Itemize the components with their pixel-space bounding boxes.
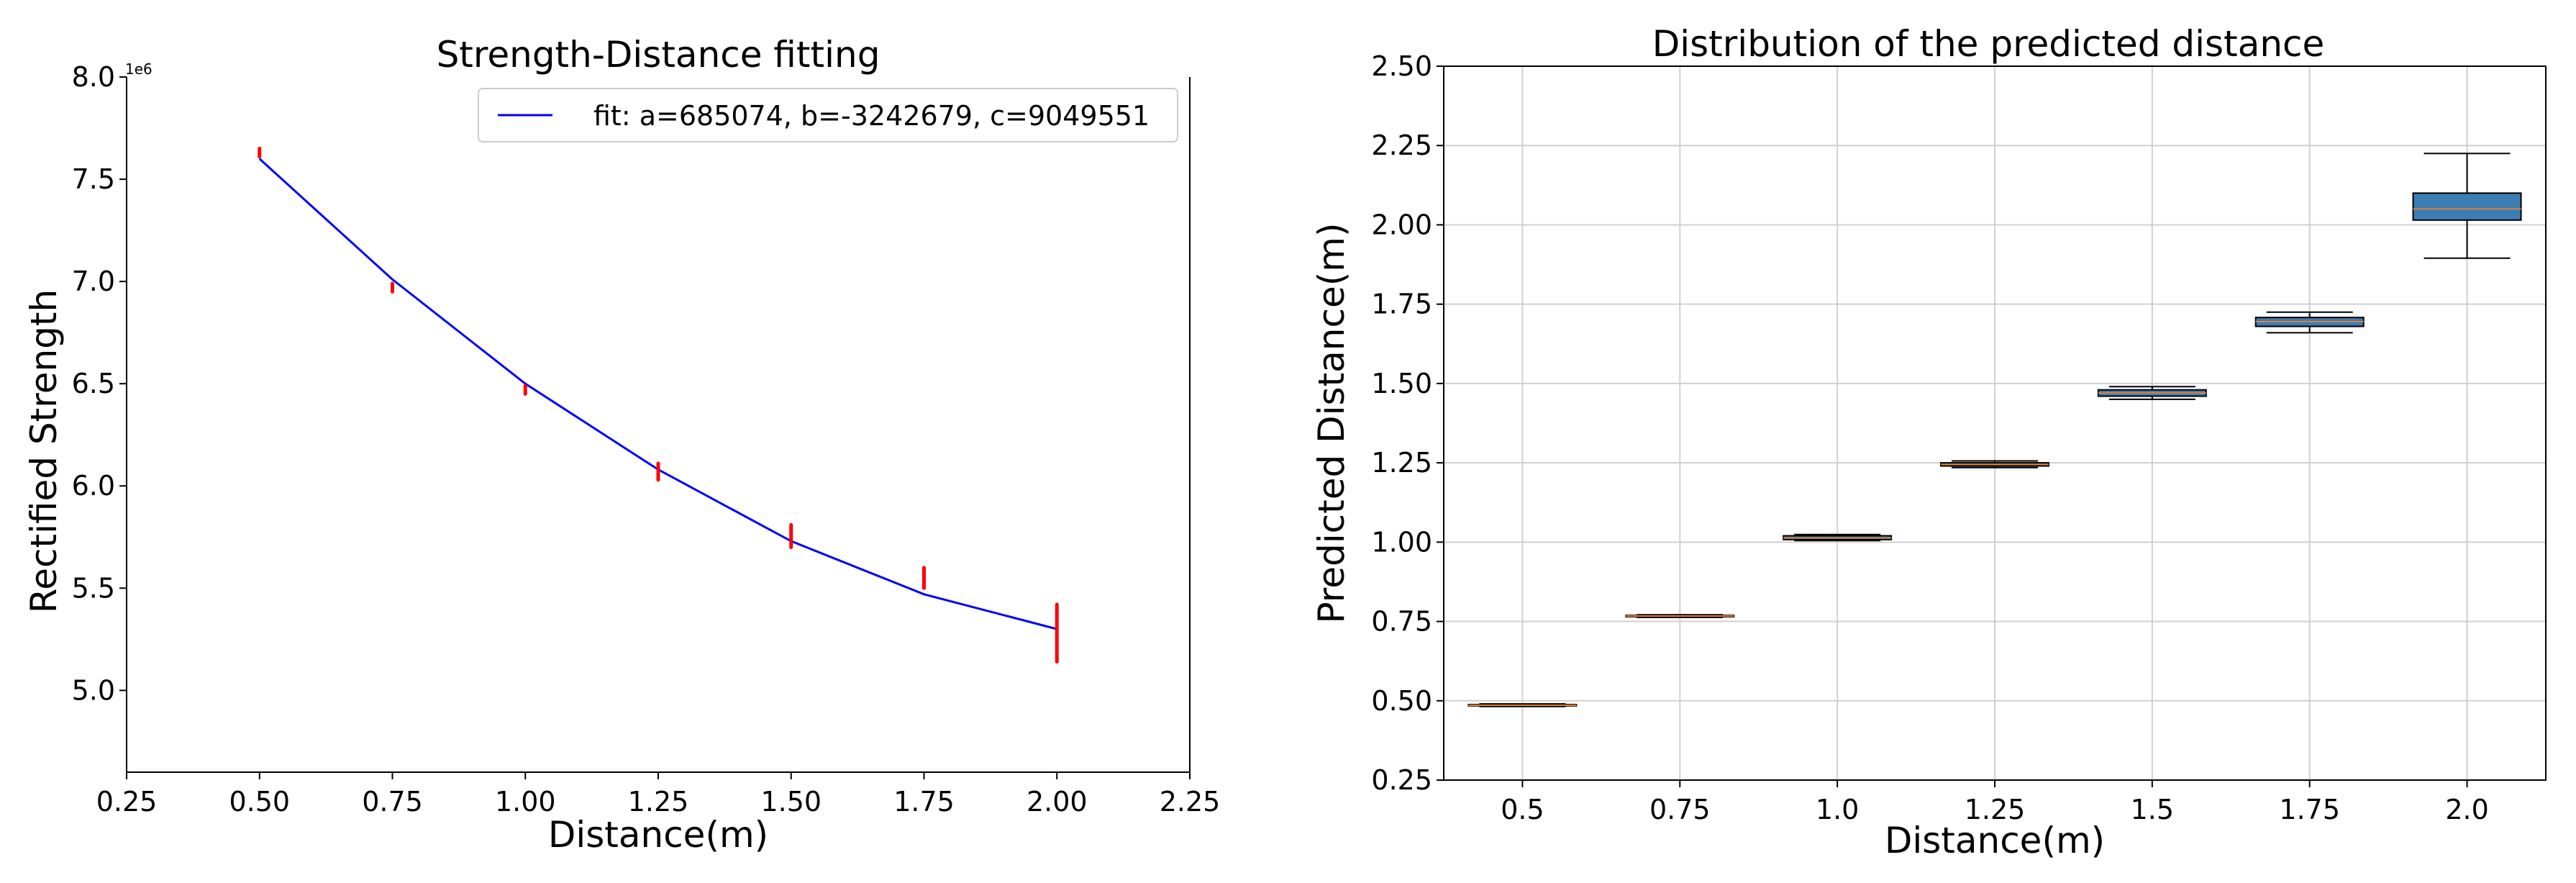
right-y-tick-label: 2.50 — [1371, 50, 1432, 82]
right-y-tick-label: 0.75 — [1371, 606, 1432, 638]
right-x-tick-label: 2.0 — [2445, 794, 2488, 825]
box-item — [1625, 614, 1735, 618]
left-y-tick-label: 7.0 — [72, 266, 115, 297]
left-x-axis-label: Distance(m) — [548, 814, 768, 856]
legend-box — [478, 88, 1178, 142]
right-x-tick-label: 0.75 — [1649, 794, 1711, 825]
box-iqr — [2412, 192, 2522, 221]
right-x-tick-label: 1.5 — [2131, 794, 2174, 825]
box-item — [1783, 533, 1893, 542]
right-x-axis-label: Distance(m) — [1885, 820, 2105, 861]
right-y-tick-label: 0.50 — [1371, 685, 1432, 717]
left-chart-title: Strength-Distance fitting — [437, 34, 880, 76]
box-item — [2097, 386, 2207, 400]
left-legend: fit: a=685074, b=-3242679, c=9049551 — [478, 88, 1178, 142]
left-y-offset-label: 1e6 — [125, 60, 153, 78]
right-y-tick-label: 2.00 — [1371, 209, 1432, 240]
box-item — [2254, 311, 2365, 334]
left-x-tick-label: 0.75 — [362, 786, 423, 818]
right-y-tick-label: 0.25 — [1371, 764, 1432, 796]
left-y-tick-label: 5.0 — [72, 674, 115, 706]
right-y-tick-label: 1.00 — [1371, 526, 1432, 558]
box-series — [1467, 153, 2522, 707]
left-y-tick-label: 6.5 — [72, 368, 115, 399]
left-y-tick-label: 6.0 — [72, 470, 115, 502]
right-y-axis-label: Predicted Distance(m) — [1311, 223, 1352, 624]
left-x-tick-label: 1.00 — [495, 786, 556, 818]
left-x-ticks: 0.25 0.50 0.75 1.00 1.25 1.50 1.75 2.00 2.25 — [96, 772, 1221, 818]
left-x-tick-label: 0.50 — [229, 786, 290, 818]
left-x-tick-label: 1.50 — [760, 786, 822, 818]
box-item — [1467, 703, 1578, 707]
right-x-ticks: 0.5 0.75 1.0 1.25 1.5 1.75 2.0 — [1501, 780, 2489, 825]
right-plot-frame — [1443, 65, 2547, 781]
scatter-series — [258, 146, 1059, 664]
right-y-tick-label: 2.25 — [1371, 130, 1432, 161]
left-x-tick-label: 1.25 — [628, 786, 689, 818]
left-y-tick-label: 5.5 — [72, 572, 115, 604]
left-x-tick-label: 2.00 — [1027, 786, 1088, 818]
right-y-tick-label: 1.75 — [1371, 289, 1432, 320]
left-x-tick-label: 0.25 — [96, 786, 158, 818]
left-x-tick-label: 1.75 — [893, 786, 955, 818]
right-y-tick-label: 1.25 — [1371, 447, 1432, 479]
legend-fit-label: fit: a=685074, b=-3242679, c=9049551 — [593, 100, 1150, 132]
right-y-ticks: 0.25 0.50 0.75 1.00 1.25 1.50 1.75 2.00 2.25 2.50 — [1371, 50, 1444, 796]
right-chart-title: Distribution of the predicted distance — [1652, 23, 2325, 65]
strength-distance-chart: Strength-Distance fitting Distance(m) Re… — [23, 34, 1220, 856]
box-item — [1940, 460, 2049, 468]
right-x-tick-label: 1.75 — [2279, 794, 2340, 825]
right-x-tick-label: 0.5 — [1501, 794, 1544, 825]
right-x-tick-label: 1.25 — [1965, 794, 2026, 825]
right-x-tick-label: 1.0 — [1816, 794, 1859, 825]
left-y-axis-label: Rectified Strength — [23, 289, 65, 613]
predicted-distance-boxplot: Distribution of the predicted distance D… — [1311, 23, 2547, 861]
box-item — [2412, 153, 2522, 259]
left-x-tick-label: 2.25 — [1160, 786, 1221, 818]
right-y-tick-label: 1.50 — [1371, 368, 1432, 399]
left-y-tick-label: 8.0 — [72, 61, 115, 93]
left-y-tick-label: 7.5 — [72, 163, 115, 195]
left-y-ticks: 5.0 5.5 6.0 6.5 7.0 7.5 8.0 — [72, 61, 127, 706]
